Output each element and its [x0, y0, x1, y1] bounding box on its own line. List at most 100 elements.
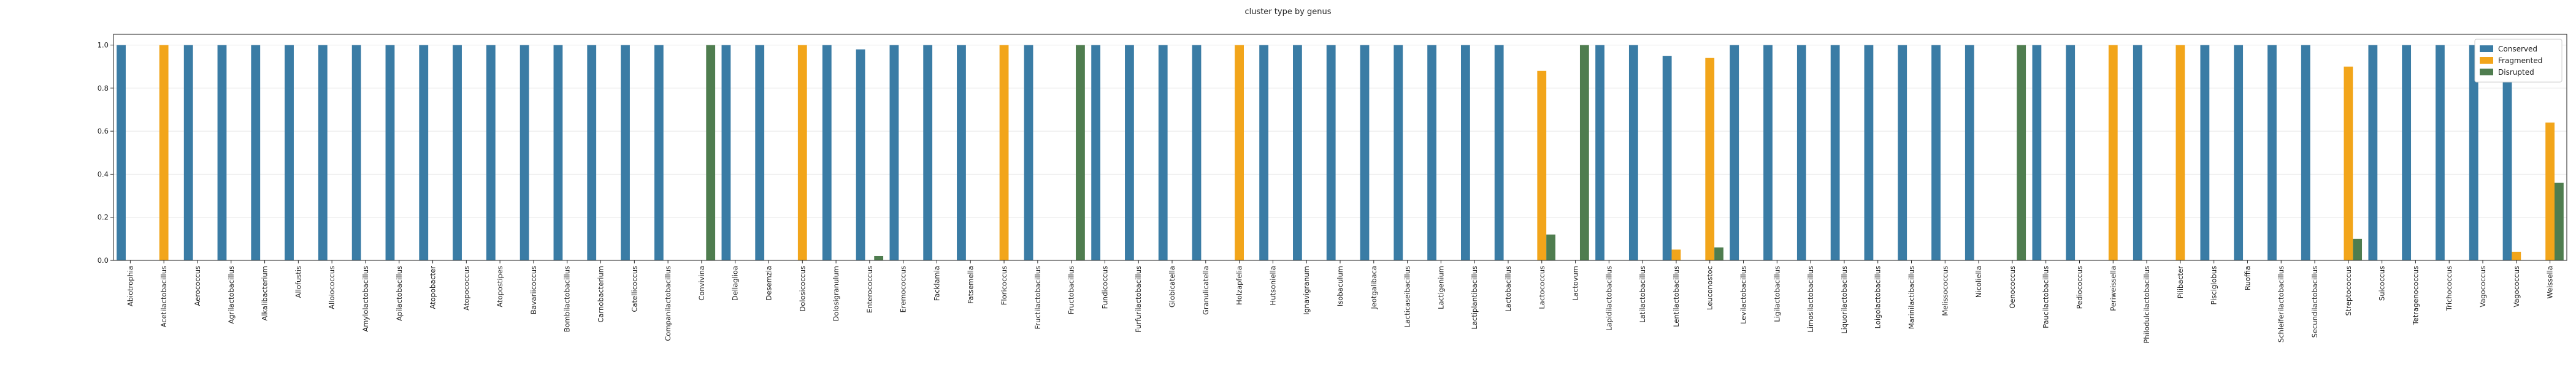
bar-disrupted: [706, 45, 716, 261]
x-tick-label: Lapidilactobacillus: [1604, 266, 1613, 331]
bar-disrupted: [2353, 238, 2363, 260]
x-tick-label: Dellaglioa: [731, 266, 740, 301]
x-tick-label: Tetragenococcus: [2411, 266, 2420, 325]
bar-conserved: [419, 45, 429, 261]
x-tick-label: Carnobacterium: [597, 266, 605, 323]
x-tick-label: Lactobacillus: [1504, 266, 1512, 312]
x-tick-label: Apilactobacillus: [395, 266, 404, 321]
x-tick-label: Lactococcus: [1538, 266, 1546, 309]
x-tick-label: Latilactobacillus: [1638, 266, 1647, 323]
bar-conserved: [1898, 45, 1907, 261]
bar-conserved: [1460, 45, 1470, 261]
x-tick-label: Periweissella: [2109, 266, 2117, 311]
bar-fragmented: [2545, 123, 2555, 260]
x-tick-label: Fructilactobacillus: [1033, 266, 1042, 329]
x-tick-label: Atopostipes: [496, 266, 504, 308]
bar-fragmented: [999, 45, 1009, 261]
bar-conserved: [1360, 45, 1370, 261]
legend-label: Conserved: [2498, 45, 2537, 53]
x-tick-label: Holzapfelia: [1235, 266, 1244, 305]
bar-fragmented: [797, 45, 807, 261]
x-tick-label: Bavariicoccus: [529, 266, 538, 314]
x-tick-label: Desemzia: [764, 266, 773, 300]
x-tick-label: Marinilactibacillus: [1907, 266, 1916, 329]
x-tick-label: Lactovum: [1571, 266, 1580, 301]
bar-disrupted: [2555, 183, 2564, 260]
plot-frame: [113, 34, 2567, 261]
x-tick-label: Atopobacter: [429, 266, 437, 309]
bar-fragmented: [1537, 70, 1547, 260]
bar-fragmented: [2108, 45, 2118, 261]
x-tick-label: Secundilactobacillus: [2310, 266, 2319, 338]
bar-conserved: [1628, 45, 1638, 261]
y-tick-label: 0.0: [98, 256, 109, 265]
bar-fragmented: [1671, 249, 1681, 260]
x-tick-label: Pediococcus: [2075, 266, 2083, 309]
x-tick-label: Melissococcus: [1941, 266, 1949, 316]
x-tick-label: Weissella: [2546, 266, 2555, 298]
bar-conserved: [1595, 45, 1604, 261]
legend-swatch: [2480, 45, 2493, 52]
bar-conserved: [2368, 45, 2378, 261]
bar-conserved: [1091, 45, 1101, 261]
bar-conserved: [2066, 45, 2076, 261]
bar-conserved: [1830, 45, 1840, 261]
bar-conserved: [1763, 45, 1773, 261]
chart-title: cluster type by genus: [1244, 7, 1332, 17]
bar-conserved: [1192, 45, 1202, 261]
bar-conserved: [1796, 45, 1806, 261]
bar-conserved: [889, 45, 899, 261]
x-tick-label: Vagococcus: [2478, 266, 2487, 308]
bar-conserved: [1662, 56, 1672, 261]
bar-conserved: [183, 45, 193, 261]
bar-conserved: [2032, 45, 2042, 261]
bar-conserved: [2301, 45, 2310, 261]
y-tick-label: 1.0: [98, 41, 109, 50]
y-tick-label: 0.8: [98, 84, 109, 92]
x-tick-label: Levilactobacillus: [1739, 266, 1748, 324]
x-tick-label: Dolosicoccus: [798, 266, 807, 312]
bar-conserved: [351, 45, 361, 261]
x-tick-label: Amylolactobacillus: [361, 266, 370, 332]
legend-swatch: [2480, 57, 2493, 64]
bar-conserved: [2200, 45, 2210, 261]
bar-disrupted: [1076, 45, 1085, 261]
bar-conserved: [1494, 45, 1504, 261]
bar-conserved: [1125, 45, 1134, 261]
x-tick-label: Enterococcus: [865, 266, 874, 313]
bar-conserved: [2469, 45, 2478, 261]
x-tick-label: Paucilactobacillus: [2042, 266, 2050, 328]
bar-fragmented: [1705, 58, 1715, 261]
x-tick-label: Acetilactobacillus: [159, 266, 168, 327]
x-tick-label: Trichococcus: [2445, 266, 2453, 311]
x-tick-label: Globicatella: [1168, 266, 1176, 308]
x-tick-label: Lactiplantibacillus: [1470, 266, 1479, 330]
x-tick-label: Oenococcus: [2008, 266, 2017, 309]
x-tick-label: Nicoliella: [1974, 266, 1983, 298]
bar-conserved: [2234, 45, 2244, 261]
x-tick-label: Atopococcus: [462, 266, 470, 311]
bar-disrupted: [1714, 247, 1723, 260]
bar-disrupted: [1546, 234, 1555, 260]
x-tick-label: Ignavigranum: [1302, 266, 1311, 315]
x-tick-label: Agrilactobacillus: [227, 266, 236, 324]
x-tick-label: Floricoccus: [1000, 266, 1008, 305]
x-tick-label: Companilactobacillus: [664, 266, 672, 341]
bar-conserved: [721, 45, 731, 261]
legend-swatch: [2480, 69, 2493, 75]
x-tick-label: Dolosigranulum: [832, 266, 840, 322]
bar-conserved: [285, 45, 294, 261]
x-tick-label: Philodulcilactobacillus: [2142, 266, 2151, 344]
bar-conserved: [486, 45, 496, 261]
bar-conserved: [318, 45, 328, 261]
x-tick-label: Catellicoccus: [630, 266, 638, 312]
bar-disrupted: [1579, 45, 1589, 261]
x-tick-label: Ligilactobacillus: [1773, 266, 1781, 322]
x-tick-label: Eremococcus: [899, 266, 908, 312]
x-tick-label: Jeotgalibaca: [1370, 266, 1378, 309]
x-tick-label: Isobaculum: [1336, 266, 1344, 306]
bar-conserved: [654, 45, 664, 261]
x-tick-label: Ruoffia: [2243, 266, 2252, 290]
x-tick-label: Lactigenium: [1436, 266, 1445, 309]
